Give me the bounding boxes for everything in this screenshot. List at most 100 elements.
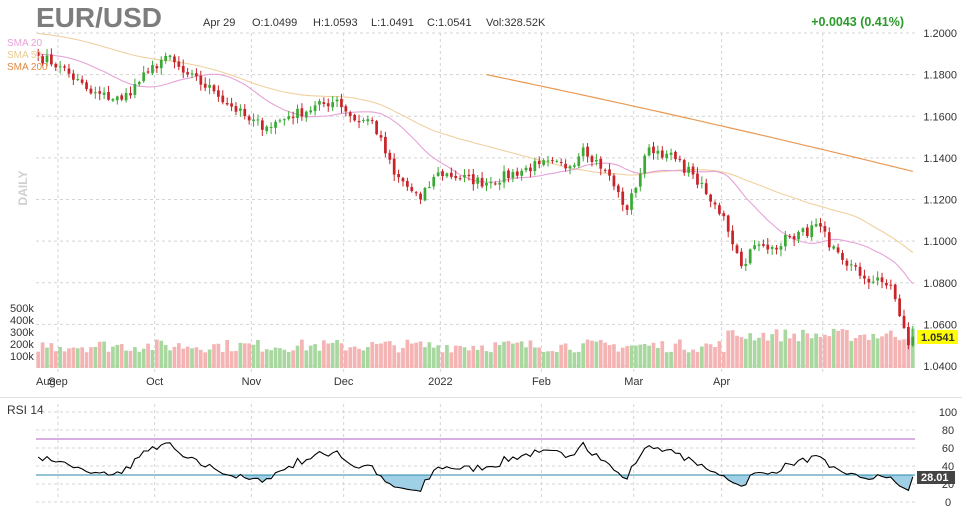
volume-bar xyxy=(906,338,911,368)
candle xyxy=(247,114,251,125)
candle xyxy=(98,86,102,101)
volume-bar xyxy=(489,352,493,368)
volume-bar xyxy=(300,339,304,368)
candle xyxy=(63,64,66,72)
rsi-tick-label: 80 xyxy=(942,425,954,437)
candle-body xyxy=(212,85,216,92)
candle-body xyxy=(770,246,774,249)
candle xyxy=(384,131,387,158)
volume-bar xyxy=(163,345,168,368)
volume-bar xyxy=(225,339,230,368)
volume-bar xyxy=(317,350,322,368)
volume-bar xyxy=(493,342,498,368)
volume-bar xyxy=(528,340,533,368)
candle-body xyxy=(441,171,444,177)
volume-bar xyxy=(664,352,669,368)
volume-bar xyxy=(686,352,691,368)
candle xyxy=(792,233,796,247)
candle-body xyxy=(370,120,374,122)
volume-bar xyxy=(423,347,427,368)
candle xyxy=(704,178,708,196)
candle-body xyxy=(783,234,787,247)
candle xyxy=(713,200,717,210)
price-tick-label: 1.1200 xyxy=(923,195,957,207)
candle xyxy=(212,84,216,95)
candle xyxy=(313,100,317,116)
volume-bar xyxy=(326,343,331,368)
volume-bar xyxy=(735,335,739,368)
volume-bar xyxy=(159,340,164,368)
header-low: L:1.0491 xyxy=(371,17,414,29)
volume-bar xyxy=(155,339,159,368)
candle-body xyxy=(89,88,93,94)
candle xyxy=(537,156,541,169)
candle-body xyxy=(792,236,796,240)
candle-body xyxy=(740,251,743,267)
candle-body xyxy=(357,121,361,123)
candle xyxy=(467,169,471,181)
candle-body xyxy=(630,193,633,210)
candle xyxy=(164,52,168,64)
volume-bar xyxy=(185,346,190,368)
volume-bar xyxy=(458,345,462,368)
candle-body xyxy=(340,98,343,108)
volume-bar xyxy=(849,340,854,368)
candle xyxy=(858,262,862,279)
volume-bar xyxy=(401,347,405,368)
candle-body xyxy=(542,160,545,165)
volume-bar xyxy=(58,346,63,368)
volume-bar xyxy=(344,350,348,368)
candle xyxy=(234,102,238,116)
candle xyxy=(520,168,524,181)
price-axis: 1.2000 1.1800 1.1600 1.1400 1.1200 1.1000 1.08… xyxy=(923,28,957,373)
candle xyxy=(168,54,172,61)
candle-body xyxy=(322,102,326,104)
candle-body xyxy=(313,105,317,112)
volume-bar xyxy=(902,339,906,368)
candle xyxy=(555,159,559,163)
candle-body xyxy=(384,136,387,154)
candle xyxy=(630,188,633,215)
candle xyxy=(274,119,277,135)
volume-bar xyxy=(792,333,796,368)
candle-body xyxy=(511,172,515,179)
volume-bar xyxy=(40,342,45,368)
candle xyxy=(186,67,189,78)
volume-bar xyxy=(234,350,238,368)
volume-bar xyxy=(220,351,225,368)
candle-body xyxy=(190,73,194,75)
volume-bar xyxy=(620,347,625,368)
candle xyxy=(322,97,326,108)
candle xyxy=(265,125,269,135)
volume-bar xyxy=(651,342,656,368)
candle xyxy=(124,88,128,103)
volume-bar xyxy=(801,329,805,368)
candle xyxy=(863,269,866,285)
candle xyxy=(647,144,651,157)
candle-body xyxy=(217,90,220,97)
volume-bar xyxy=(853,338,858,368)
volume-bar xyxy=(779,341,783,368)
volume-bar xyxy=(796,341,801,368)
candle-body xyxy=(375,121,378,135)
candle-body xyxy=(581,147,585,157)
volume-bar xyxy=(638,344,643,368)
volume-bar xyxy=(242,343,247,368)
volume-bar xyxy=(875,338,880,368)
candle-body xyxy=(832,246,836,249)
volume-bar xyxy=(607,345,612,368)
candle-body xyxy=(608,169,611,176)
candle-body xyxy=(282,119,286,121)
volume-bar xyxy=(374,343,379,368)
candle xyxy=(559,158,563,166)
volume-bar xyxy=(550,351,555,368)
symbol-title: EUR/USD xyxy=(36,2,162,33)
candle xyxy=(129,86,132,99)
candle-body xyxy=(177,61,181,67)
candle-body xyxy=(709,194,712,202)
candle-body xyxy=(621,191,625,205)
candle-body xyxy=(775,247,778,250)
candle xyxy=(616,183,620,198)
candle xyxy=(296,104,299,124)
